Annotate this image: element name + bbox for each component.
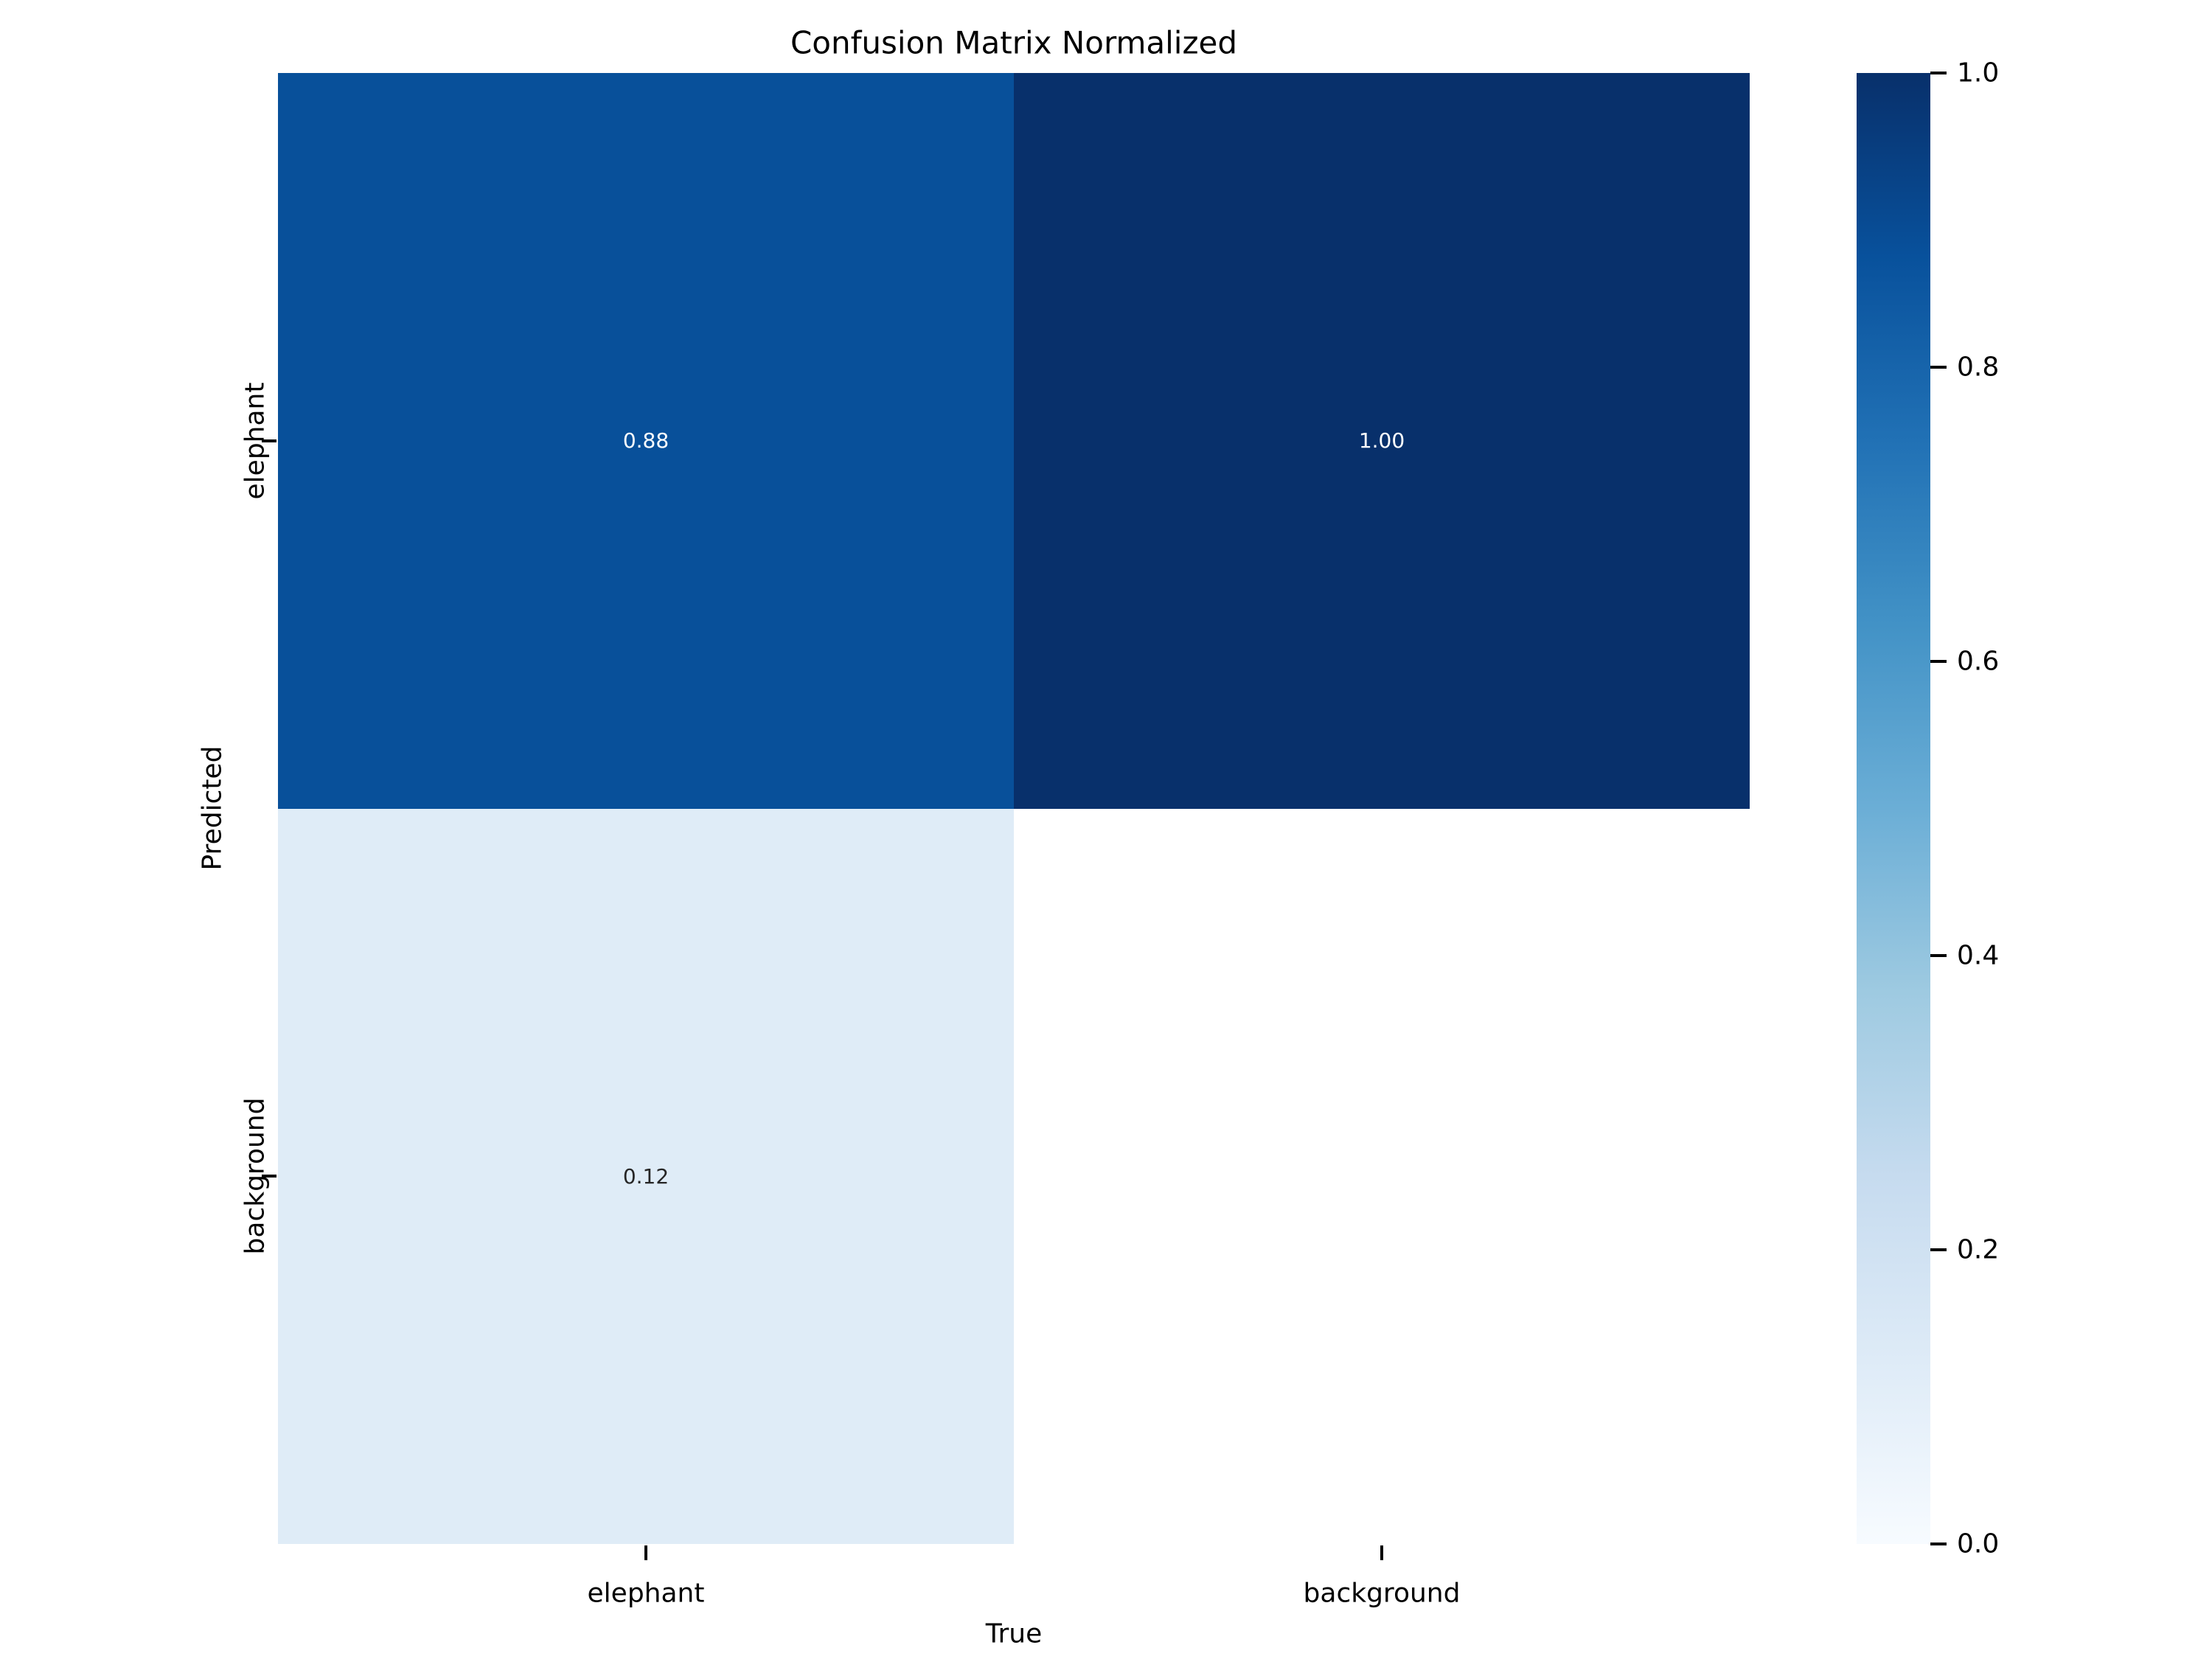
colorbar bbox=[1857, 73, 1930, 1544]
y-tick-label-elephant: elephant bbox=[240, 382, 271, 500]
colorbar-tickmark-0.8 bbox=[1930, 366, 1947, 369]
heatmap-cell-r0c1: 1.00 bbox=[1014, 73, 1750, 809]
colorbar-tick-label: 0.8 bbox=[1957, 352, 2000, 383]
heatmap-cell-r0c0: 0.88 bbox=[278, 73, 1014, 809]
y-axis-label: Predicted bbox=[197, 745, 228, 871]
x-tick-label-elephant: elephant bbox=[587, 1578, 705, 1609]
heatmap-cell-r1c0: 0.12 bbox=[278, 808, 1014, 1544]
x-tick-label-background: background bbox=[1303, 1578, 1461, 1609]
colorbar-tickmark-0.0 bbox=[1930, 1543, 1947, 1545]
colorbar-tick-label: 0.6 bbox=[1957, 646, 2000, 677]
y-tickmark-elephant bbox=[262, 439, 276, 442]
x-tickmark-background bbox=[1380, 1545, 1383, 1560]
colorbar-tick-label: 0.4 bbox=[1957, 940, 2000, 971]
colorbar-tick-label: 1.0 bbox=[1957, 58, 2000, 88]
x-axis-label: True bbox=[985, 1618, 1043, 1649]
colorbar-tickmark-1.0 bbox=[1930, 72, 1947, 74]
colorbar-tick-label: 0.2 bbox=[1957, 1234, 2000, 1265]
heatmap-cell-r1c1 bbox=[1014, 808, 1750, 1544]
x-tickmark-elephant bbox=[644, 1545, 647, 1560]
y-tickmark-background bbox=[262, 1175, 276, 1178]
heatmap-grid: 0.88 1.00 0.12 bbox=[278, 73, 1750, 1544]
colorbar-tick-label: 0.0 bbox=[1957, 1528, 2000, 1559]
colorbar-tickmark-0.2 bbox=[1930, 1248, 1947, 1251]
chart-title: Confusion Matrix Normalized bbox=[790, 24, 1238, 61]
colorbar-tickmark-0.6 bbox=[1930, 660, 1947, 663]
colorbar-tickmark-0.4 bbox=[1930, 954, 1947, 957]
y-tick-label-background: background bbox=[240, 1097, 271, 1255]
